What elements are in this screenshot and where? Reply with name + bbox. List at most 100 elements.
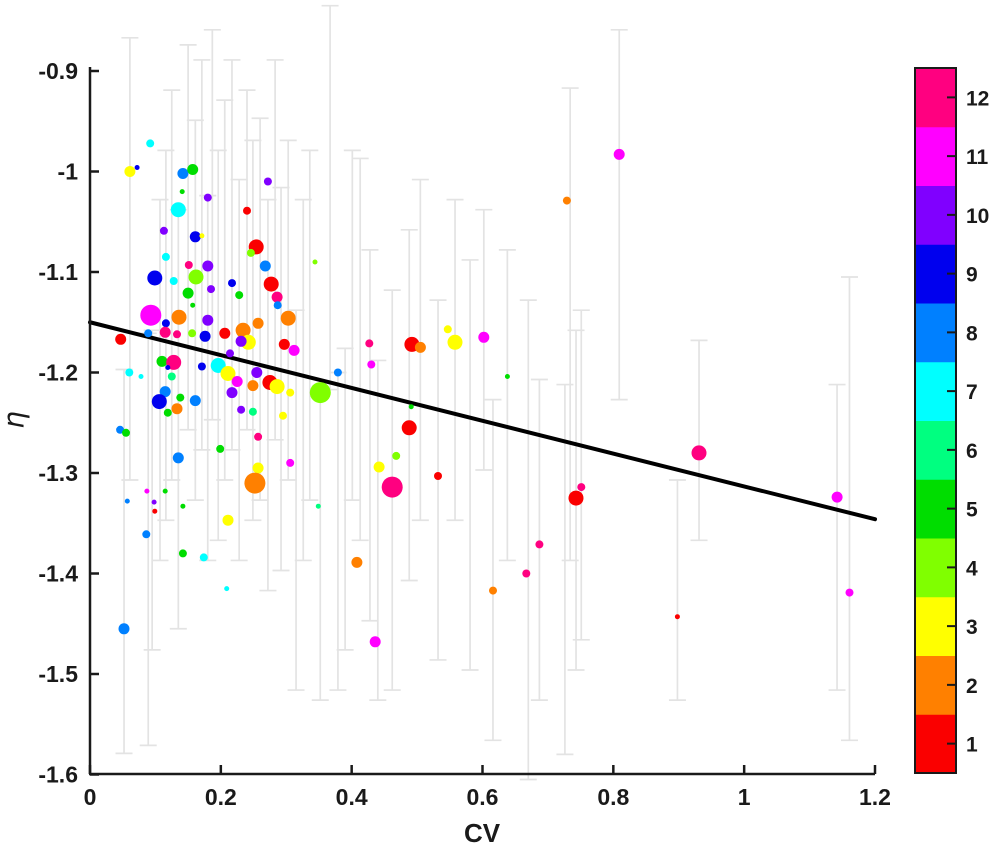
colorbar-tick-label: 9 [966, 264, 978, 287]
data-point [142, 530, 151, 539]
data-point [228, 279, 236, 288]
data-point [408, 404, 414, 410]
data-point [151, 499, 157, 505]
data-point [134, 165, 140, 170]
colorbar-tick-label: 12 [966, 87, 989, 110]
y-tick-label: -1.1 [38, 259, 78, 285]
data-point [286, 458, 295, 467]
data-point [434, 472, 442, 480]
data-point [263, 276, 279, 292]
data-point [151, 394, 167, 410]
data-point [333, 368, 342, 377]
data-point [315, 503, 321, 509]
data-point [243, 206, 251, 215]
data-point [166, 354, 182, 370]
data-point [231, 376, 243, 387]
x-axis-label: CV [463, 818, 501, 848]
data-point [286, 388, 295, 397]
data-point [162, 488, 168, 494]
data-point [124, 166, 136, 177]
data-point [691, 445, 707, 461]
data-point [199, 233, 205, 239]
data-point [288, 344, 300, 356]
data-point [259, 260, 271, 272]
data-point [351, 556, 363, 568]
data-point [248, 407, 257, 416]
data-point [165, 365, 171, 370]
data-point [156, 355, 168, 367]
y-tick-label: -1.5 [38, 661, 78, 687]
x-tick-labels: 0 0.2 0.4 0.6 0.8 1 1.2 [84, 784, 891, 810]
data-point [138, 374, 144, 379]
colorbar-tick-label: 10 [966, 205, 989, 228]
colorbar-tick-label: 6 [966, 440, 978, 463]
data-points [115, 139, 854, 648]
data-point [447, 334, 463, 350]
data-point [235, 335, 247, 347]
y-tick-labels: -0.9 -1 -1.1 -1.2 -1.3 -1.4 -1.5 -1.6 [38, 58, 78, 788]
data-point [312, 259, 318, 265]
y-tick-label: -1.2 [38, 360, 78, 386]
data-point [252, 462, 264, 474]
data-point [252, 317, 264, 329]
data-point [489, 586, 497, 595]
data-point [167, 372, 176, 381]
data-point [199, 553, 208, 562]
regression-line [88, 320, 877, 522]
x-tick-label: 0 [84, 784, 97, 810]
data-point [535, 540, 544, 549]
data-point [244, 472, 266, 494]
colorbar-border [914, 67, 957, 774]
data-point [273, 301, 282, 310]
data-point [185, 293, 191, 299]
data-point [254, 432, 263, 441]
data-point [202, 260, 214, 272]
data-point [235, 322, 251, 338]
data-point [674, 614, 680, 620]
x-tick-label: 0.4 [336, 784, 368, 810]
data-point [180, 503, 186, 509]
y-axis-label: η [0, 411, 31, 429]
data-point [187, 164, 199, 175]
data-point [271, 291, 283, 303]
data-point [147, 270, 163, 286]
data-point [159, 326, 171, 338]
data-point [182, 287, 194, 299]
data-point [251, 367, 263, 378]
data-point [226, 387, 238, 399]
colorbar-tick-label: 3 [966, 616, 978, 639]
colorbar-tick-label: 8 [966, 322, 978, 345]
data-point [845, 588, 854, 597]
data-point [171, 403, 183, 415]
data-point [224, 586, 230, 592]
x-tick-label: 0.8 [597, 784, 629, 810]
data-point [190, 302, 196, 308]
data-point [522, 569, 531, 578]
data-point [184, 261, 193, 269]
data-point [144, 329, 153, 338]
data-point [188, 329, 197, 338]
data-point [269, 379, 285, 395]
x-tick-label: 1.2 [859, 784, 891, 810]
data-point [140, 304, 162, 326]
data-point [122, 428, 130, 437]
data-point [309, 382, 331, 404]
data-point [146, 139, 155, 148]
data-point [199, 330, 211, 342]
data-point [159, 226, 168, 235]
data-point [118, 623, 130, 635]
colorbar-tick-label: 11 [966, 146, 989, 169]
colorbar-tick-label: 7 [966, 381, 978, 404]
data-point [247, 380, 259, 392]
data-point [613, 148, 625, 160]
data-point [237, 405, 246, 414]
data-point [171, 309, 187, 325]
data-point [220, 366, 236, 381]
data-point [478, 331, 490, 343]
x-tick-label: 1 [738, 784, 751, 810]
data-point [263, 177, 272, 186]
data-point [562, 196, 571, 205]
data-point [144, 488, 150, 494]
data-point [169, 277, 178, 285]
